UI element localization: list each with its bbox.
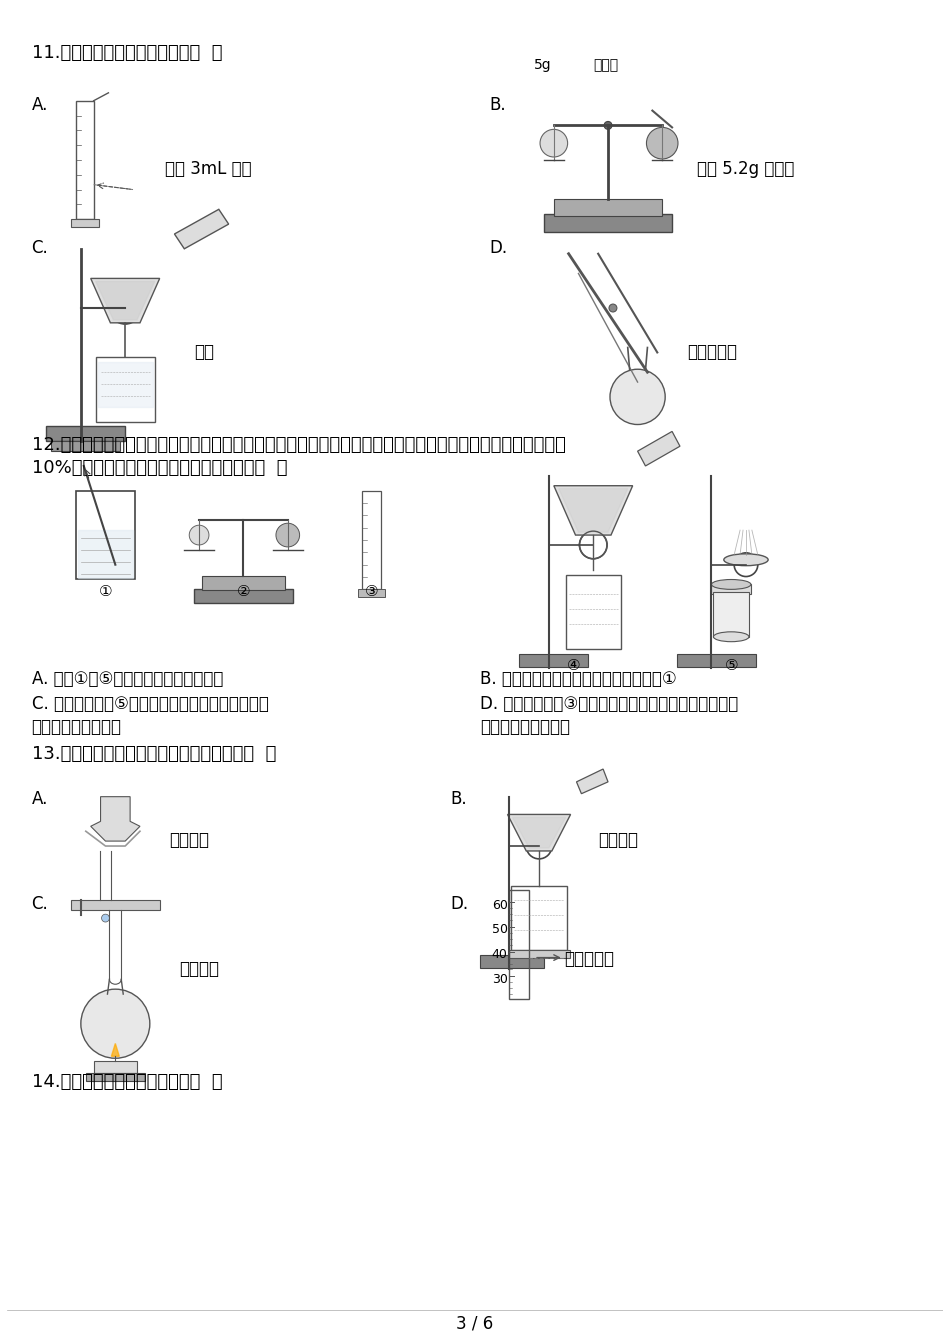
Text: ②: ② <box>237 585 250 599</box>
Ellipse shape <box>713 632 749 641</box>
Polygon shape <box>98 363 153 407</box>
Text: 加热液体: 加热液体 <box>180 960 219 977</box>
Text: B.: B. <box>450 790 467 808</box>
Text: A. 操作①和⑤中玻璃棒的作用是相同的: A. 操作①和⑤中玻璃棒的作用是相同的 <box>31 671 223 688</box>
Text: 60: 60 <box>492 899 507 911</box>
Polygon shape <box>96 281 155 320</box>
Polygon shape <box>512 817 565 848</box>
Bar <box>565 575 621 649</box>
Text: D. 乙实验在操作③时，假设俯视读数，会使所配制溶液: D. 乙实验在操作③时，假设俯视读数，会使所配制溶液 <box>480 695 738 714</box>
Circle shape <box>102 914 109 922</box>
Bar <box>508 950 570 957</box>
Text: 40: 40 <box>492 948 507 961</box>
Bar <box>94 1062 137 1073</box>
Text: C.: C. <box>31 239 48 257</box>
Text: 氧化铜: 氧化铜 <box>593 58 618 73</box>
Text: 11.以下实验操作正确的选项是〔  〕: 11.以下实验操作正确的选项是〔 〕 <box>31 44 222 62</box>
Circle shape <box>540 129 568 157</box>
Circle shape <box>81 989 150 1058</box>
Bar <box>71 219 99 227</box>
Polygon shape <box>111 1043 120 1056</box>
Circle shape <box>276 523 299 547</box>
Text: 3 / 6: 3 / 6 <box>456 1314 494 1333</box>
Text: 读液体体积: 读液体体积 <box>563 950 614 968</box>
Text: A.: A. <box>31 790 48 808</box>
Bar <box>544 214 672 233</box>
Text: 10%的氯化钠溶液．以下说法正确的选项是〔  〕: 10%的氯化钠溶液．以下说法正确的选项是〔 〕 <box>31 460 287 477</box>
Bar <box>86 1073 145 1081</box>
Text: 过滤液体: 过滤液体 <box>598 831 638 849</box>
Bar <box>713 593 749 637</box>
Circle shape <box>604 121 612 129</box>
Text: 给液体加热: 给液体加热 <box>687 343 737 360</box>
Text: B. 甲实验和乙实验都要用到的实验操作①: B. 甲实验和乙实验都要用到的实验操作① <box>480 671 676 688</box>
Polygon shape <box>554 485 633 535</box>
Polygon shape <box>175 210 229 249</box>
Polygon shape <box>559 489 628 532</box>
Bar <box>358 590 386 597</box>
Text: C. 甲实验在操作⑤时，将水全部蒸发后停止加热，: C. 甲实验在操作⑤时，将水全部蒸发后停止加热， <box>31 695 269 714</box>
Text: C.: C. <box>31 895 48 914</box>
Bar <box>511 886 566 950</box>
Bar <box>480 954 544 969</box>
Bar <box>47 426 125 441</box>
Bar <box>96 358 155 422</box>
Bar <box>509 891 529 999</box>
Bar <box>554 199 662 216</box>
Bar <box>677 653 756 668</box>
Bar <box>76 101 94 219</box>
Text: 14.以下实验操作正确的选项是〔  〕: 14.以下实验操作正确的选项是〔 〕 <box>31 1073 222 1091</box>
Bar <box>202 575 285 590</box>
Polygon shape <box>78 530 133 578</box>
Bar <box>51 441 121 452</box>
Text: 12.选择以下局部实验操作可完成两个实验，甲实验为除去粗盐中难溶性的杂质，乙实验为配制溶质质量分数为: 12.选择以下局部实验操作可完成两个实验，甲实验为除去粗盐中难溶性的杂质，乙实验… <box>31 437 565 454</box>
Bar <box>71 900 160 910</box>
Text: ④: ④ <box>567 659 580 673</box>
Bar <box>520 653 588 668</box>
Polygon shape <box>90 797 140 841</box>
Text: 量取 3mL 液体: 量取 3mL 液体 <box>164 160 251 177</box>
Text: 倾倒液体: 倾倒液体 <box>169 831 210 849</box>
Circle shape <box>189 526 209 544</box>
Text: 过滤: 过滤 <box>194 343 214 360</box>
Polygon shape <box>507 814 571 851</box>
Polygon shape <box>90 278 160 323</box>
Bar <box>362 491 381 590</box>
Text: 13.以下图示的实验操作中，正确的选项是〔  〕: 13.以下图示的实验操作中，正确的选项是〔 〕 <box>31 746 276 763</box>
Text: 的溶质质量分数偏小: 的溶质质量分数偏小 <box>31 718 122 735</box>
Text: ①: ① <box>99 585 112 599</box>
Text: A.: A. <box>31 95 48 114</box>
Text: B.: B. <box>490 95 506 114</box>
Text: 30: 30 <box>492 973 507 985</box>
Circle shape <box>609 304 617 312</box>
Circle shape <box>610 370 665 425</box>
Text: ⑤: ⑤ <box>725 659 738 673</box>
Text: 5g: 5g <box>534 58 552 73</box>
Polygon shape <box>637 431 680 466</box>
Polygon shape <box>577 769 608 794</box>
Text: ③: ③ <box>365 585 378 599</box>
Bar <box>76 491 135 579</box>
Text: D.: D. <box>490 239 508 257</box>
Ellipse shape <box>724 554 769 566</box>
Text: D.: D. <box>450 895 468 914</box>
Text: 称量 5.2g 氧化铜: 称量 5.2g 氧化铜 <box>696 160 794 177</box>
Text: 50: 50 <box>491 923 507 937</box>
Bar <box>712 585 750 594</box>
Ellipse shape <box>712 579 750 590</box>
Text: 的溶质质量分数偏小: 的溶质质量分数偏小 <box>480 718 570 735</box>
Circle shape <box>646 128 678 159</box>
Bar <box>194 590 293 603</box>
